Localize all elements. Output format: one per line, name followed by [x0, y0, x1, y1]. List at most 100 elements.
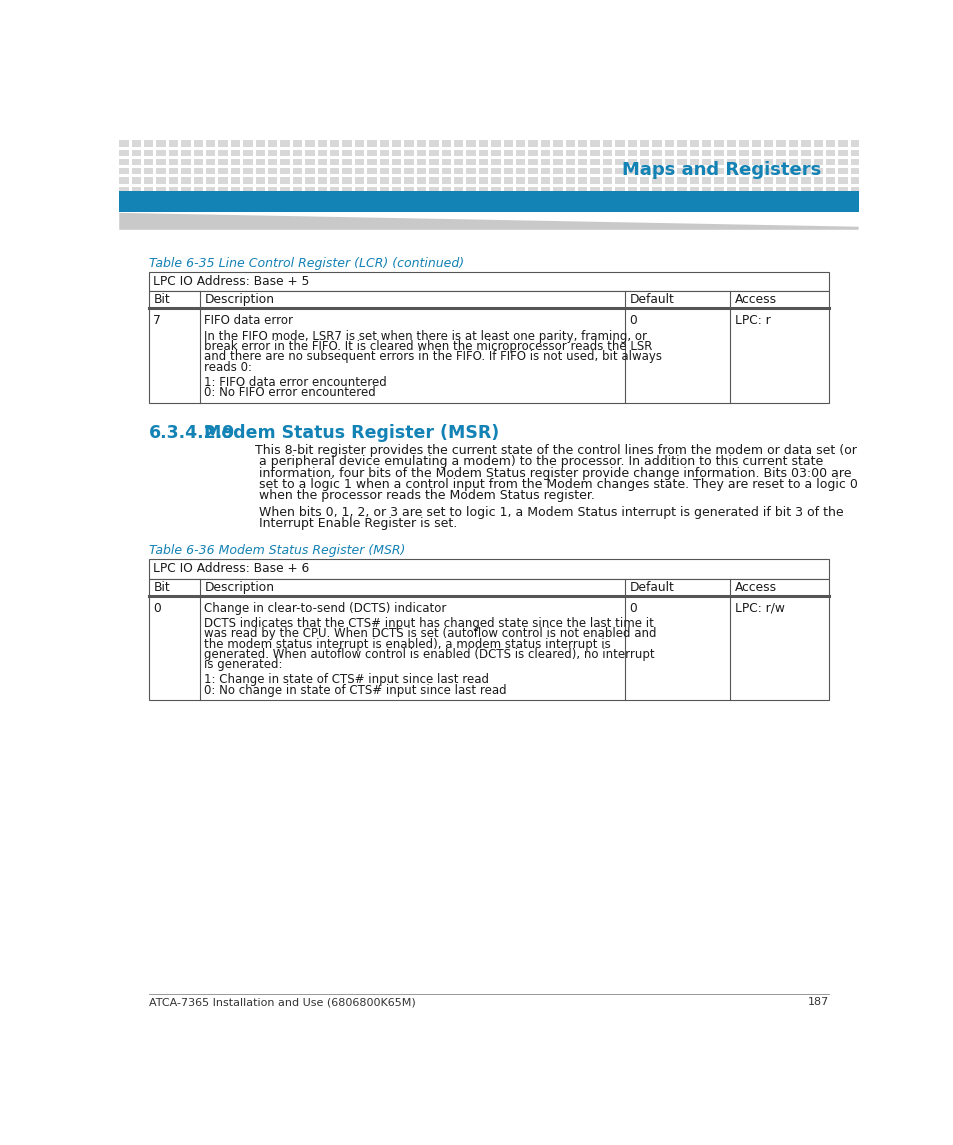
Bar	[726, 150, 736, 156]
Bar	[627, 187, 637, 192]
Bar	[392, 159, 401, 165]
Bar	[701, 141, 711, 147]
Bar	[330, 187, 339, 192]
Bar	[714, 150, 723, 156]
Bar	[751, 159, 760, 165]
Bar	[627, 150, 637, 156]
Bar	[441, 141, 451, 147]
Bar	[788, 168, 798, 174]
Bar	[739, 168, 748, 174]
Bar	[367, 177, 376, 183]
Bar	[379, 159, 389, 165]
Bar	[639, 159, 649, 165]
Text: 0: 0	[153, 602, 161, 615]
Bar	[701, 168, 711, 174]
Bar	[602, 187, 612, 192]
Bar	[144, 168, 153, 174]
Bar	[255, 187, 265, 192]
Bar	[714, 168, 723, 174]
Bar	[280, 159, 290, 165]
Text: 1: FIFO data error encountered: 1: FIFO data error encountered	[204, 376, 387, 388]
Bar	[119, 187, 129, 192]
Text: 6.3.4.2.9: 6.3.4.2.9	[149, 425, 234, 442]
Bar	[726, 177, 736, 183]
Bar	[169, 177, 178, 183]
Bar	[156, 150, 166, 156]
Bar	[119, 190, 858, 212]
Bar	[652, 168, 661, 174]
Bar	[404, 177, 414, 183]
Bar	[231, 150, 240, 156]
Bar	[516, 187, 525, 192]
Bar	[751, 150, 760, 156]
Bar	[491, 141, 500, 147]
Bar	[801, 150, 810, 156]
Bar	[478, 150, 488, 156]
Bar	[132, 187, 141, 192]
Bar	[639, 150, 649, 156]
Bar	[330, 177, 339, 183]
Bar	[466, 168, 476, 174]
Bar	[206, 187, 215, 192]
Bar	[825, 141, 835, 147]
Bar	[751, 177, 760, 183]
Bar	[516, 168, 525, 174]
Text: LPC IO Address: Base + 6: LPC IO Address: Base + 6	[153, 562, 310, 576]
Bar	[677, 187, 686, 192]
Bar	[119, 150, 129, 156]
Text: 0: No FIFO error encountered: 0: No FIFO error encountered	[204, 386, 375, 400]
Bar	[193, 177, 203, 183]
Bar	[813, 141, 822, 147]
Bar	[838, 159, 847, 165]
Text: DCTS indicates that the CTS# input has changed state since the last time it: DCTS indicates that the CTS# input has c…	[204, 617, 654, 630]
Bar	[268, 177, 277, 183]
Bar	[355, 168, 364, 174]
Bar	[751, 168, 760, 174]
Bar	[850, 168, 860, 174]
Bar	[305, 141, 314, 147]
Bar	[149, 560, 828, 578]
Bar	[268, 168, 277, 174]
Text: information, four bits of the Modem Status register provide change information. : information, four bits of the Modem Stat…	[254, 466, 850, 480]
Text: when the processor reads the Modem Status register.: when the processor reads the Modem Statu…	[254, 489, 594, 502]
Bar	[149, 291, 828, 308]
Bar	[169, 159, 178, 165]
Bar	[193, 187, 203, 192]
Bar	[689, 177, 699, 183]
Bar	[689, 150, 699, 156]
Bar	[144, 141, 153, 147]
Bar	[528, 159, 537, 165]
Bar	[305, 159, 314, 165]
Bar	[553, 159, 562, 165]
Bar	[255, 159, 265, 165]
Text: 0: 0	[629, 315, 637, 327]
Text: break error in the FIFO. It is cleared when the microprocessor reads the LSR: break error in the FIFO. It is cleared w…	[204, 340, 652, 353]
Bar	[714, 141, 723, 147]
Bar	[664, 187, 674, 192]
Bar	[355, 177, 364, 183]
Bar	[491, 150, 500, 156]
Text: Bit: Bit	[153, 293, 170, 307]
Text: Access: Access	[735, 293, 777, 307]
Bar	[714, 187, 723, 192]
Text: FIFO data error: FIFO data error	[204, 315, 294, 327]
Bar	[231, 168, 240, 174]
Bar	[416, 150, 426, 156]
Bar	[441, 159, 451, 165]
Bar	[243, 177, 253, 183]
Bar	[801, 187, 810, 192]
Text: This 8-bit register provides the current state of the control lines from the mod: This 8-bit register provides the current…	[254, 444, 856, 457]
Bar	[540, 187, 550, 192]
Bar	[615, 159, 624, 165]
Bar	[776, 150, 785, 156]
Bar	[342, 168, 352, 174]
Bar	[379, 168, 389, 174]
Bar	[132, 150, 141, 156]
Bar	[429, 141, 438, 147]
Bar	[689, 168, 699, 174]
Bar	[255, 168, 265, 174]
Bar	[739, 150, 748, 156]
Bar	[801, 168, 810, 174]
Bar	[701, 159, 711, 165]
Bar	[293, 187, 302, 192]
